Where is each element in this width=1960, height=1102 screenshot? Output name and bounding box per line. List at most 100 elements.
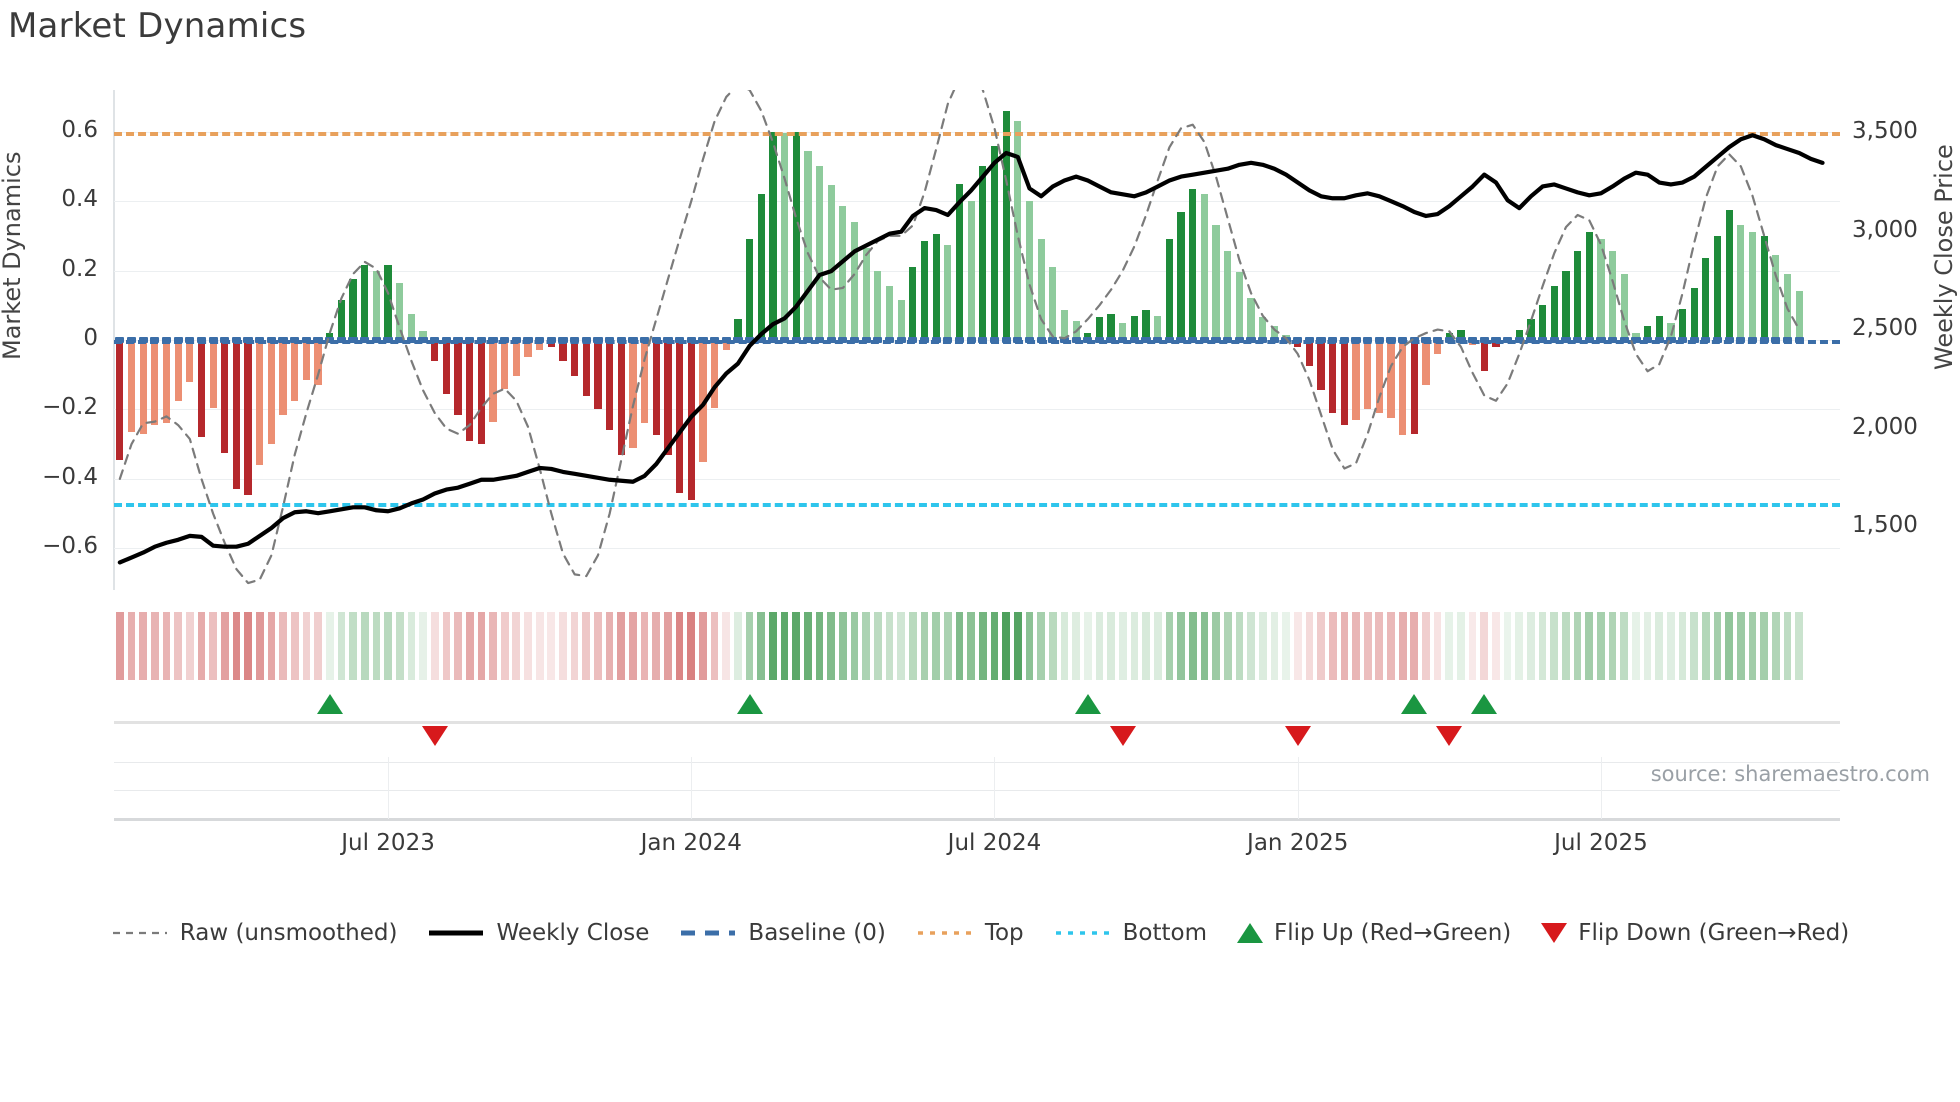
heatmap-cell [1562, 612, 1570, 680]
heatmap-cell [1107, 612, 1115, 680]
x-axis-line [114, 818, 1840, 821]
bottom-reference-line [114, 503, 1840, 508]
y-tick-label-left: 0.2 [61, 255, 98, 282]
x-tick-mark [1297, 757, 1299, 819]
heatmap-cell [1632, 612, 1640, 680]
bar [209, 340, 217, 408]
lower-gridline-2 [114, 790, 1840, 791]
bar [1352, 340, 1360, 420]
heatmap-cell [1678, 612, 1687, 680]
heatmap-cell [827, 612, 836, 680]
heatmap-cell [1247, 612, 1255, 680]
bar [116, 340, 124, 460]
heatmap-cell [302, 612, 311, 680]
heatmap-cell [489, 612, 497, 680]
heatmap-cell [1387, 612, 1395, 680]
legend-item[interactable]: Raw (unsmoothed) [111, 920, 398, 946]
heatmap-cell [290, 612, 299, 680]
bar [1422, 340, 1430, 386]
heatmap-cell [1433, 612, 1442, 680]
heatmap-cell [1620, 612, 1629, 680]
heatmap-cell [535, 612, 544, 680]
bar [769, 131, 777, 340]
bar [757, 194, 765, 340]
legend-item[interactable]: Top [916, 920, 1024, 946]
heatmap-cell [710, 612, 719, 680]
legend-item[interactable]: Flip Up (Red→Green) [1237, 920, 1511, 946]
legend-item[interactable]: Flip Down (Green→Red) [1541, 920, 1849, 946]
heatmap-cell [1573, 612, 1582, 680]
bar [302, 340, 311, 380]
heatmap-cell [1083, 612, 1092, 680]
heatmap-cell [909, 612, 917, 680]
bar [990, 145, 999, 340]
heatmap-cell [1235, 612, 1244, 680]
bar [1177, 211, 1185, 340]
bar [932, 234, 940, 340]
bar [466, 340, 474, 441]
heatmap-cell [699, 612, 707, 680]
heatmap-cell [1142, 612, 1150, 680]
x-tick-label: Jan 2024 [640, 830, 742, 856]
bar [699, 340, 707, 462]
heatmap-cell [1352, 612, 1360, 680]
bar [1387, 340, 1395, 419]
heatmap-cell [582, 612, 591, 680]
bar [1620, 274, 1628, 340]
bar [839, 206, 847, 340]
flip-up-marker [1074, 694, 1101, 714]
heatmap-cell [279, 612, 287, 680]
heatmap-cell [1363, 612, 1372, 680]
baseline-reference-line [114, 340, 1840, 344]
bar [291, 340, 299, 401]
y-tick-label-right: 3,500 [1852, 118, 1918, 145]
heatmap-cell [465, 612, 474, 680]
heatmap-cell [150, 612, 159, 680]
bar [652, 340, 660, 436]
bar [1760, 235, 1768, 340]
bar [862, 247, 870, 340]
heatmap-cell [862, 612, 871, 680]
bar [920, 241, 929, 340]
heatmap-cell [1538, 612, 1547, 680]
bar [1364, 340, 1372, 410]
heatmap-cell [349, 612, 357, 680]
bar [582, 340, 590, 396]
bar [244, 340, 252, 495]
heatmap-cell [1527, 612, 1535, 680]
bar [1737, 225, 1745, 340]
bar [1189, 188, 1197, 340]
heatmap-cell [839, 612, 847, 680]
legend-item[interactable]: Bottom [1054, 920, 1207, 946]
bar [256, 340, 264, 465]
bar [314, 340, 322, 386]
heatmap-cell [1690, 612, 1699, 680]
source-caption: source: sharemaestro.com [1650, 762, 1930, 786]
legend-label: Raw (unsmoothed) [179, 920, 398, 946]
bar [664, 340, 672, 455]
bar [1678, 308, 1687, 340]
x-tick-mark [691, 757, 693, 819]
heatmap-cell [162, 612, 171, 680]
bar [1340, 340, 1348, 426]
bar [1410, 340, 1418, 434]
heatmap-cell [955, 612, 964, 680]
bar [1165, 239, 1174, 340]
bar [1247, 298, 1255, 340]
heatmap-cell [1445, 612, 1454, 680]
heatmap-cell [978, 612, 987, 680]
bar [745, 239, 754, 340]
legend-item[interactable]: Baseline (0) [679, 920, 886, 946]
flip-up-marker [1401, 694, 1428, 714]
bar [1702, 258, 1710, 340]
heatmap-cell [594, 612, 602, 680]
bar [1550, 286, 1558, 340]
heatmap-cell [1188, 612, 1197, 680]
heatmap-cell [1725, 612, 1734, 680]
y-tick-label-right: 3,000 [1852, 216, 1918, 243]
bar [675, 340, 684, 493]
legend-item[interactable]: Weekly Close [427, 920, 649, 946]
bar [710, 340, 719, 408]
bar [804, 150, 812, 340]
heatmap-cell [419, 612, 427, 680]
